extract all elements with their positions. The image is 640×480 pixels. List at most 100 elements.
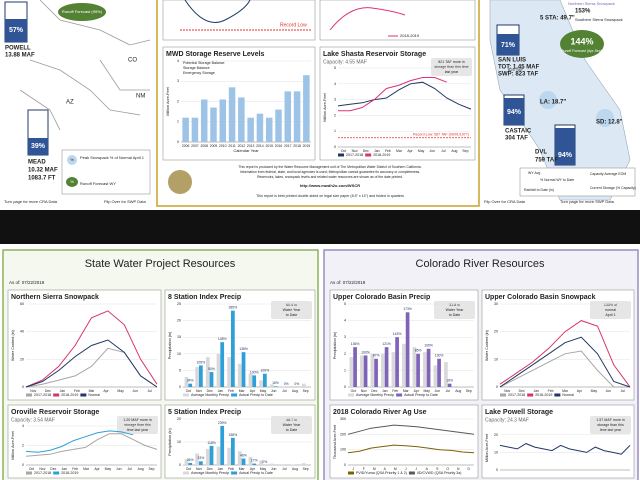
clipped-line — [184, 0, 251, 23]
x-tick-label: Aug — [455, 389, 461, 393]
annotation-text: time last year — [600, 428, 622, 432]
bar — [248, 456, 253, 465]
legend-label: Average Monthly Precip — [191, 471, 229, 475]
y-tick-label: 0 — [496, 385, 498, 389]
bar — [433, 365, 438, 387]
bar — [259, 380, 263, 387]
legend-swatch — [396, 393, 403, 397]
footer-line: Reservoirs, lakes, snowpack levels and r… — [257, 175, 403, 179]
y-tick-label: 4 — [177, 59, 179, 63]
swp-map-panel: 5 STA: 49.7" Northern Sierra Snowpack 15… — [484, 0, 636, 204]
bar — [231, 310, 235, 387]
map-label: 304 TAF — [505, 136, 528, 142]
chart-title: Northern Sierra Snowpack — [11, 294, 99, 301]
legend-swatch — [183, 393, 189, 397]
chart-title: Upper Colorado Basin Precip — [333, 294, 430, 301]
legend-swatch — [408, 471, 415, 475]
y-tick-label: 0 — [344, 385, 346, 389]
bar — [228, 87, 236, 142]
report-footer: This report is produced by the Water Res… — [168, 165, 422, 198]
bar — [182, 117, 189, 142]
map-lines — [19, 0, 151, 131]
legend-label: Current Storage (% Capacity) — [590, 186, 636, 190]
legend-box — [61, 149, 151, 195]
line-series — [25, 433, 158, 457]
line-series — [499, 336, 631, 388]
footer-note: Flip Over for CRA Data — [484, 199, 526, 204]
tank-level — [504, 98, 524, 125]
bar — [209, 445, 214, 465]
map-label: 94% — [507, 109, 522, 116]
legend-label: Normal — [88, 393, 100, 397]
bar-label: 138% — [239, 347, 248, 351]
y-tick-label: 300 — [340, 417, 346, 421]
bar-label: 109% — [424, 344, 433, 348]
powell-storage: 13.88 MAF — [5, 53, 35, 59]
bar — [252, 375, 257, 387]
x-tick-label: Dec — [207, 467, 213, 471]
footer-note: Flip Over for SWP Data — [104, 199, 146, 204]
x-tick-label: Apr — [250, 467, 256, 471]
bar — [188, 462, 193, 465]
x-tick-label: Jul — [621, 389, 626, 393]
x-tick-label: Jul — [282, 467, 287, 471]
map-label: Northern Sierra Snowpack — [568, 1, 615, 6]
chart-title: 5 Station Index Precip — [168, 409, 241, 416]
y-axis-label: Million Acre-Feet — [166, 86, 170, 115]
annotation-box — [590, 416, 631, 434]
bar — [395, 337, 399, 387]
annotation-box — [434, 301, 475, 319]
panel-title: State Water Project Resources — [85, 258, 236, 270]
bar — [200, 99, 208, 142]
x-tick-label: 2009 — [210, 144, 218, 148]
x-tick-label: Sep — [466, 389, 472, 393]
bar-label: 17% — [251, 459, 258, 463]
y-tick-label: 0 — [177, 140, 179, 144]
x-tick-label: Mar — [239, 467, 246, 471]
chart-title: Lake Shasta Reservoir Storage — [323, 51, 426, 58]
annotation-text: storage than this — [124, 423, 151, 427]
bar — [275, 109, 282, 142]
legend-label: Average Monthly Precip — [191, 393, 229, 397]
footer-line: This report is produced by the Water Res… — [238, 165, 421, 169]
x-tick-label: Oct — [29, 467, 34, 471]
map-label: SWP: 823 TAF — [498, 72, 539, 78]
annotation-text: to Date — [286, 428, 298, 432]
x-tick-label: 2016 — [275, 144, 283, 148]
map-label: SD: 12.8" — [596, 120, 623, 126]
map-label: 5 STA: 49.7" — [540, 16, 575, 22]
bar — [209, 372, 214, 387]
bar — [381, 353, 385, 387]
x-tick-label: D — [468, 467, 471, 471]
y-tick-label: 0 — [22, 385, 24, 389]
x-tick-label: Apr — [407, 149, 413, 153]
bar — [256, 113, 264, 142]
bar-label: 0% — [284, 382, 289, 386]
legend-swatch — [26, 393, 32, 397]
x-tick-label: Jun — [116, 467, 122, 471]
x-tick-label: Jul — [446, 389, 451, 393]
bar-label: 36% — [187, 458, 194, 462]
legend-label: IID/CVWD (QSA Priority 3a) — [417, 471, 462, 475]
x-tick-label: Mar — [83, 467, 90, 471]
y-tick-label: 1 — [177, 120, 179, 124]
y-tick-label: 40 — [20, 330, 24, 334]
mead-pct: 39% — [31, 143, 46, 150]
bar — [227, 447, 231, 465]
y-tick-label: 0 — [334, 145, 336, 149]
x-tick-label: Nov — [39, 467, 45, 471]
x-tick-label: Jan — [533, 389, 539, 393]
y-axis-label: Precipitation (in) — [333, 331, 337, 359]
legend-swatch — [231, 393, 238, 397]
chart-title: Oroville Reservoir Storage — [11, 409, 99, 416]
bar — [241, 352, 246, 387]
map-label: LA: 18.7" — [540, 100, 566, 106]
tank-level — [555, 128, 575, 165]
bar — [210, 107, 217, 142]
map-label: 144% — [570, 36, 593, 46]
x-tick-label: Dec — [207, 389, 213, 393]
y-tick-label: 5 — [344, 302, 346, 306]
mead-level — [28, 138, 48, 155]
legend-label: 2018-2019 — [535, 393, 552, 397]
